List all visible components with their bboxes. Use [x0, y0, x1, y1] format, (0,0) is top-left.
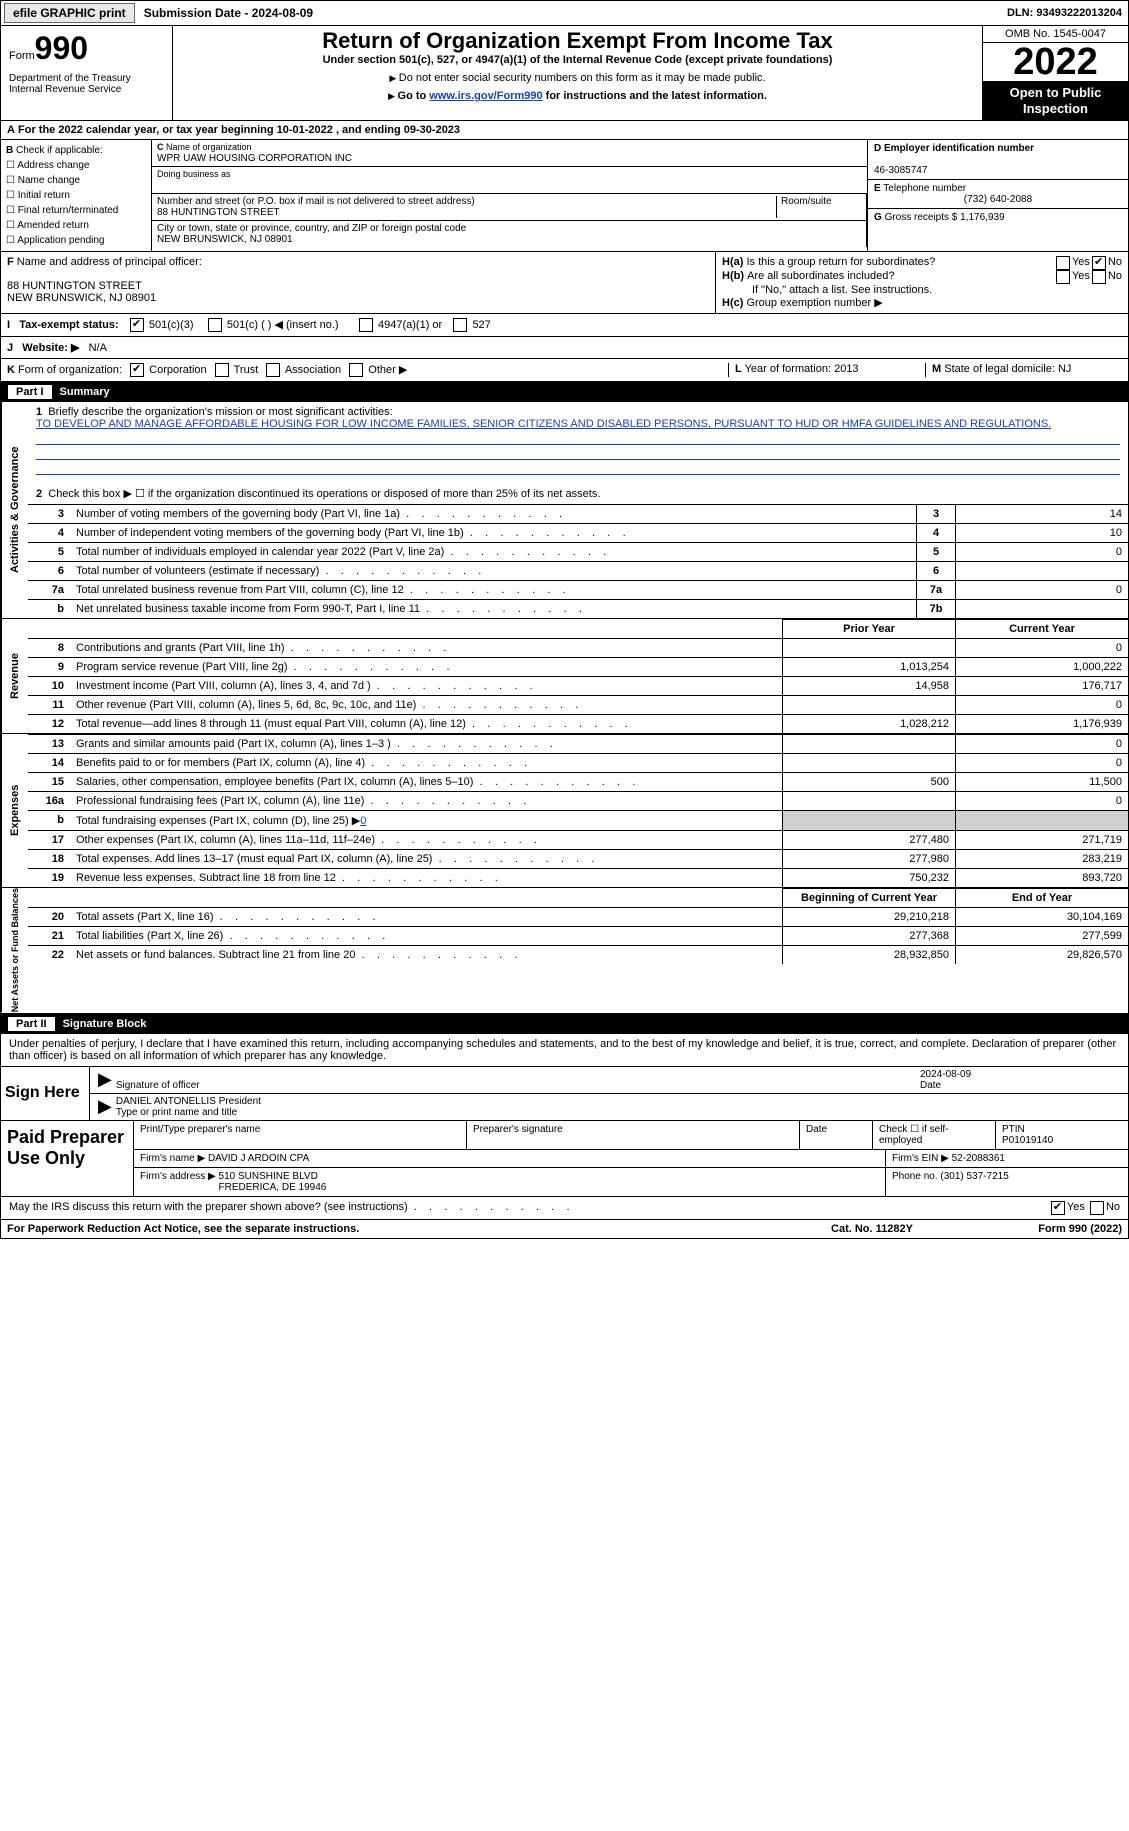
tab-activities: Activities & Governance [1, 402, 28, 618]
dln: DLN: 93493222013204 [1007, 7, 1128, 19]
paid-preparer-label: Paid Preparer Use Only [1, 1121, 134, 1196]
goto-note: Go to www.irs.gov/Form990 for instructio… [175, 90, 980, 102]
firm-phone: (301) 537-7215 [940, 1171, 1008, 1182]
table-ag: 3Number of voting members of the governi… [28, 504, 1128, 618]
section-b: B Check if applicable: ☐ Address change … [1, 140, 152, 251]
paid-preparer: Paid Preparer Use Only Print/Type prepar… [0, 1121, 1129, 1197]
ha-no[interactable] [1092, 256, 1106, 270]
chk-trust[interactable] [215, 363, 229, 377]
declaration: Under penalties of perjury, I declare th… [0, 1034, 1129, 1067]
street-box: Number and street (or P.O. box if mail i… [157, 196, 776, 218]
part2-header: Part IISignature Block [0, 1014, 1129, 1034]
chk-501c[interactable] [208, 318, 222, 332]
revenue-block: Revenue Prior YearCurrent Year8Contribut… [0, 619, 1129, 734]
form-number: Form990 [9, 30, 164, 67]
form-title: Return of Organization Exempt From Incom… [175, 28, 980, 54]
chk-addr-change[interactable]: ☐ Address change [6, 158, 146, 173]
row-klm: K Form of organization: Corporation Trus… [0, 359, 1129, 382]
gross-receipts: G Gross receipts $ 1,176,939 [868, 209, 1128, 226]
tax-status-row: I Tax-exempt status: 501(c)(3) 501(c) ( … [0, 314, 1129, 337]
hb-no[interactable] [1092, 270, 1106, 284]
sig-arrow-icon: ▶ [98, 1096, 112, 1118]
website-row: J Website: ▶ N/A [0, 337, 1129, 359]
chk-final[interactable]: ☐ Final return/terminated [6, 203, 146, 218]
ein-box: D Employer identification number46-30857… [868, 140, 1128, 180]
phone-box: E Telephone number(732) 640-2088 [868, 180, 1128, 209]
chk-other[interactable] [349, 363, 363, 377]
chk-initial[interactable]: ☐ Initial return [6, 188, 146, 203]
firm-name: DAVID J ARDOIN CPA [208, 1153, 309, 1164]
ein: 46-3085747 [874, 165, 927, 176]
website: N/A [89, 342, 107, 354]
city: NEW BRUNSWICK, NJ 08901 [157, 234, 293, 245]
officer-addr: 88 HUNTINGTON STREET NEW BRUNSWICK, NJ 0… [7, 280, 156, 304]
chk-4947[interactable] [359, 318, 373, 332]
ssn-note: Do not enter social security numbers on … [175, 72, 980, 84]
room-box: Room/suite [776, 196, 861, 218]
chk-501c3[interactable] [130, 318, 144, 332]
discuss-no[interactable] [1090, 1201, 1104, 1215]
part1-header: Part ISummary [0, 382, 1129, 402]
tax-year: 2022 [983, 43, 1128, 81]
state-domicile: M State of legal domicile: NJ [925, 363, 1122, 377]
form-header: Form990 Department of the Treasury Inter… [0, 26, 1129, 121]
firm-ein: 52-2088361 [952, 1153, 1005, 1164]
dept-label: Department of the Treasury Internal Reve… [9, 73, 164, 95]
subdate: Submission Date - 2024-08-09 [138, 4, 319, 22]
chk-app-pending[interactable]: ☐ Application pending [6, 233, 146, 248]
efile-btn[interactable]: efile GRAPHIC print [4, 3, 135, 23]
org-name: WPR UAW HOUSING CORPORATION INC [157, 153, 352, 164]
street: 88 HUNTINGTON STREET [157, 207, 280, 218]
chk-assoc[interactable] [266, 363, 280, 377]
mission-text: TO DEVELOP AND MANAGE AFFORDABLE HOUSING… [36, 418, 1051, 430]
netassets-block: Net Assets or Fund Balances Beginning of… [0, 888, 1129, 1013]
city-box: City or town, state or province, country… [152, 221, 866, 247]
ha-yes[interactable] [1056, 256, 1070, 270]
chk-corp[interactable] [130, 363, 144, 377]
activities-governance: Activities & Governance 1 Briefly descri… [0, 402, 1129, 619]
table-expenses: 13Grants and similar amounts paid (Part … [28, 734, 1128, 887]
row-a: A For the 2022 calendar year, or tax yea… [0, 121, 1129, 140]
expenses-block: Expenses 13Grants and similar amounts pa… [0, 734, 1129, 888]
officer-name: DANIEL ANTONELLIS President [116, 1096, 261, 1107]
tab-expenses: Expenses [1, 734, 28, 887]
tab-revenue: Revenue [1, 619, 28, 733]
sig-arrow-icon: ▶ [98, 1069, 112, 1091]
open-to-public: Open to Public Inspection [983, 81, 1128, 120]
chk-amended[interactable]: ☐ Amended return [6, 218, 146, 233]
table-netassets: Beginning of Current YearEnd of Year20To… [28, 888, 1128, 964]
tab-netassets: Net Assets or Fund Balances [1, 888, 28, 1012]
phone: (732) 640-2088 [874, 194, 1122, 205]
section-bcde: B Check if applicable: ☐ Address change … [0, 140, 1129, 252]
table-revenue: Prior YearCurrent Year8Contributions and… [28, 619, 1128, 733]
chk-name-change[interactable]: ☐ Name change [6, 173, 146, 188]
form-subtitle: Under section 501(c), 527, or 4947(a)(1)… [175, 54, 980, 66]
hb-yes[interactable] [1056, 270, 1070, 284]
dba-box: Doing business as [152, 167, 867, 194]
footer: For Paperwork Reduction Act Notice, see … [0, 1220, 1129, 1239]
section-fh: F Name and address of principal officer:… [0, 252, 1129, 314]
discuss-yes[interactable] [1051, 1201, 1065, 1215]
org-name-box: C Name of organization WPR UAW HOUSING C… [152, 140, 867, 167]
firm-addr: 510 SUNSHINE BLVD FREDERICA, DE 19946 [219, 1171, 327, 1193]
top-bar: efile GRAPHIC print Submission Date - 20… [0, 0, 1129, 26]
signature-block: Sign Here ▶ Signature of officer 2024-08… [0, 1067, 1129, 1121]
ptin: P01019140 [1002, 1135, 1053, 1146]
year-formation: L Year of formation: 2013 [728, 363, 925, 377]
sign-here-label: Sign Here [1, 1067, 90, 1120]
discuss-row: May the IRS discuss this return with the… [0, 1197, 1129, 1220]
irs-link[interactable]: www.irs.gov/Form990 [429, 90, 542, 102]
chk-527[interactable] [453, 318, 467, 332]
